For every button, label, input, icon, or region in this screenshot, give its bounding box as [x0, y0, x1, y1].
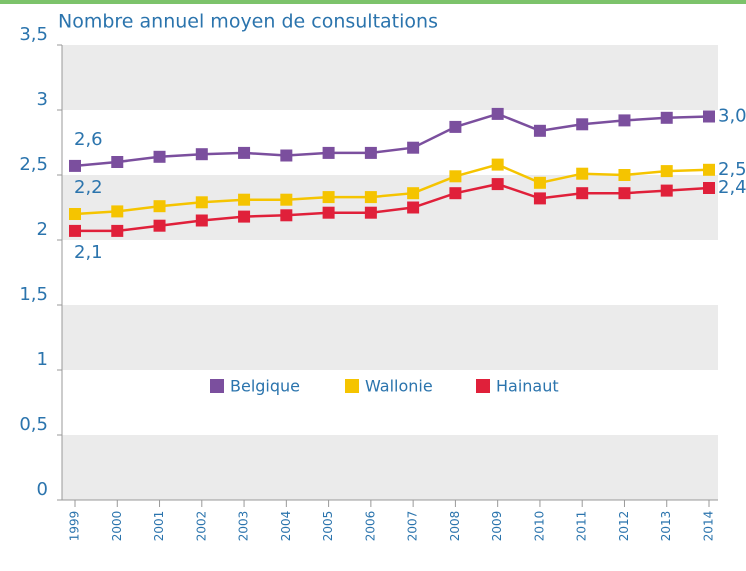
- data-label: 2,4: [718, 177, 746, 198]
- data-label: 3,0: [718, 106, 746, 127]
- marker: [618, 187, 631, 200]
- x-tick-label: 2001: [152, 511, 166, 542]
- x-tick-label: 2003: [237, 511, 251, 542]
- x-tick-label: 2007: [406, 511, 420, 542]
- marker: [703, 110, 715, 123]
- series-line: [74, 112, 710, 168]
- marker: [533, 124, 546, 137]
- marker: [449, 187, 462, 200]
- marker: [69, 159, 81, 172]
- legend-label: Wallonie: [365, 377, 433, 396]
- marker: [153, 200, 166, 213]
- marker: [364, 206, 377, 219]
- top-border: [0, 0, 746, 4]
- data-label: 2,2: [74, 177, 103, 198]
- series-line: [74, 163, 710, 216]
- y-tick-label: 2: [37, 219, 48, 240]
- marker: [618, 169, 631, 181]
- marker: [153, 219, 166, 232]
- marker: [491, 107, 504, 120]
- marker: [407, 141, 420, 154]
- marker: [449, 120, 462, 133]
- x-tick-label: 2005: [321, 511, 335, 542]
- marker: [618, 114, 631, 127]
- x-tick-label: 2013: [659, 511, 673, 542]
- marker: [703, 182, 715, 194]
- y-tick-label: 1: [37, 349, 48, 370]
- x-tick-label: 2004: [279, 511, 293, 542]
- marker: [153, 150, 166, 163]
- data-label: 2,5: [718, 159, 746, 180]
- marker: [576, 167, 589, 180]
- marker: [195, 196, 208, 209]
- grid-band: [62, 305, 718, 370]
- y-tick-label: 3,5: [19, 24, 48, 45]
- x-tick-label: 1999: [68, 511, 82, 542]
- y-tick-label: 3: [37, 89, 48, 110]
- y-tick-label: 0,5: [19, 414, 48, 435]
- legend-swatch: [210, 379, 224, 393]
- marker: [111, 224, 124, 237]
- marker: [69, 224, 81, 237]
- marker: [322, 146, 335, 159]
- marker: [280, 149, 293, 162]
- marker: [533, 192, 546, 205]
- marker: [280, 193, 293, 206]
- marker: [69, 208, 81, 220]
- x-tick-label: 2011: [575, 511, 589, 542]
- marker: [407, 201, 420, 214]
- marker: [364, 191, 377, 204]
- data-label: 2,1: [74, 242, 103, 263]
- marker: [449, 170, 462, 183]
- marker: [660, 165, 673, 178]
- x-tick-label: 2014: [702, 511, 716, 542]
- marker: [322, 206, 335, 219]
- marker: [195, 214, 208, 227]
- y-tick-label: 2,5: [19, 154, 48, 175]
- x-tick-label: 2010: [532, 511, 546, 542]
- x-tick-label: 2000: [110, 511, 124, 542]
- legend-label: Hainaut: [496, 377, 559, 396]
- marker: [111, 205, 124, 218]
- x-tick-label: 2006: [363, 511, 377, 542]
- legend-label: Belgique: [230, 377, 300, 396]
- marker: [238, 146, 251, 159]
- grid-band: [62, 45, 718, 110]
- marker: [111, 156, 124, 168]
- marker: [576, 118, 589, 131]
- marker: [238, 210, 251, 223]
- marker: [280, 209, 293, 222]
- marker: [407, 187, 420, 200]
- marker: [660, 184, 673, 197]
- x-tick-label: 2012: [617, 511, 631, 542]
- marker: [195, 148, 208, 161]
- marker: [238, 193, 251, 206]
- marker: [491, 158, 504, 171]
- marker: [703, 163, 715, 176]
- grid-band: [62, 175, 718, 240]
- legend-swatch: [345, 379, 359, 393]
- legend-swatch: [476, 379, 490, 393]
- marker: [322, 191, 335, 204]
- chart-title: Nombre annuel moyen de consultations: [58, 11, 438, 33]
- series-line: [75, 182, 710, 233]
- marker: [491, 178, 504, 191]
- x-tick-label: 2009: [490, 511, 504, 542]
- y-tick-label: 1,5: [19, 284, 48, 305]
- marker: [364, 146, 377, 159]
- y-tick-label: 0: [37, 479, 48, 500]
- data-label: 2,6: [74, 129, 103, 150]
- marker: [576, 187, 589, 200]
- marker: [533, 176, 546, 189]
- grid-band: [62, 435, 718, 500]
- x-tick-label: 2002: [194, 511, 208, 542]
- marker: [660, 111, 673, 124]
- x-tick-label: 2008: [448, 511, 462, 542]
